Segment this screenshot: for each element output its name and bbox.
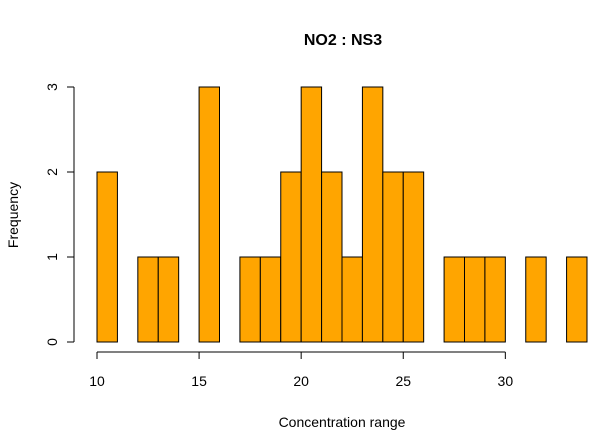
histogram-bar [484, 256, 506, 343]
histogram-bar [382, 171, 404, 343]
bars-group [96, 86, 588, 343]
histogram-bar [280, 171, 302, 343]
histogram-bar [137, 256, 159, 343]
y-axis: 0 1 2 3 [44, 83, 75, 346]
x-axis-label: Concentration range [279, 414, 406, 430]
y-tick-label: 3 [44, 83, 60, 91]
y-tick-label: 0 [44, 338, 60, 346]
histogram-bar [341, 256, 363, 343]
histogram-bar [464, 256, 486, 343]
histogram-bar [198, 86, 220, 343]
x-tick-label: 20 [293, 373, 309, 389]
histogram-bar [566, 256, 588, 343]
histogram-bar [443, 256, 466, 343]
histogram-bar [96, 171, 118, 343]
histogram-bar [259, 256, 282, 343]
y-axis-label: Frequency [5, 182, 21, 248]
histogram-bar [402, 171, 425, 343]
histogram-bar [157, 256, 180, 343]
x-tick-label: 15 [191, 373, 207, 389]
chart-title: NO2 : NS3 [304, 32, 382, 49]
histogram-bar [361, 86, 384, 343]
histogram-bar [525, 256, 547, 343]
x-tick-label: 30 [498, 373, 514, 389]
x-tick-label: 10 [89, 373, 105, 389]
x-axis: 10 15 20 25 30 [89, 351, 514, 389]
y-tick-label: 1 [44, 253, 60, 261]
x-tick-label: 25 [395, 373, 411, 389]
y-tick-label: 2 [44, 168, 60, 176]
histogram-bar [321, 171, 343, 343]
histogram-bar [300, 86, 323, 343]
histogram-bar [239, 256, 261, 343]
